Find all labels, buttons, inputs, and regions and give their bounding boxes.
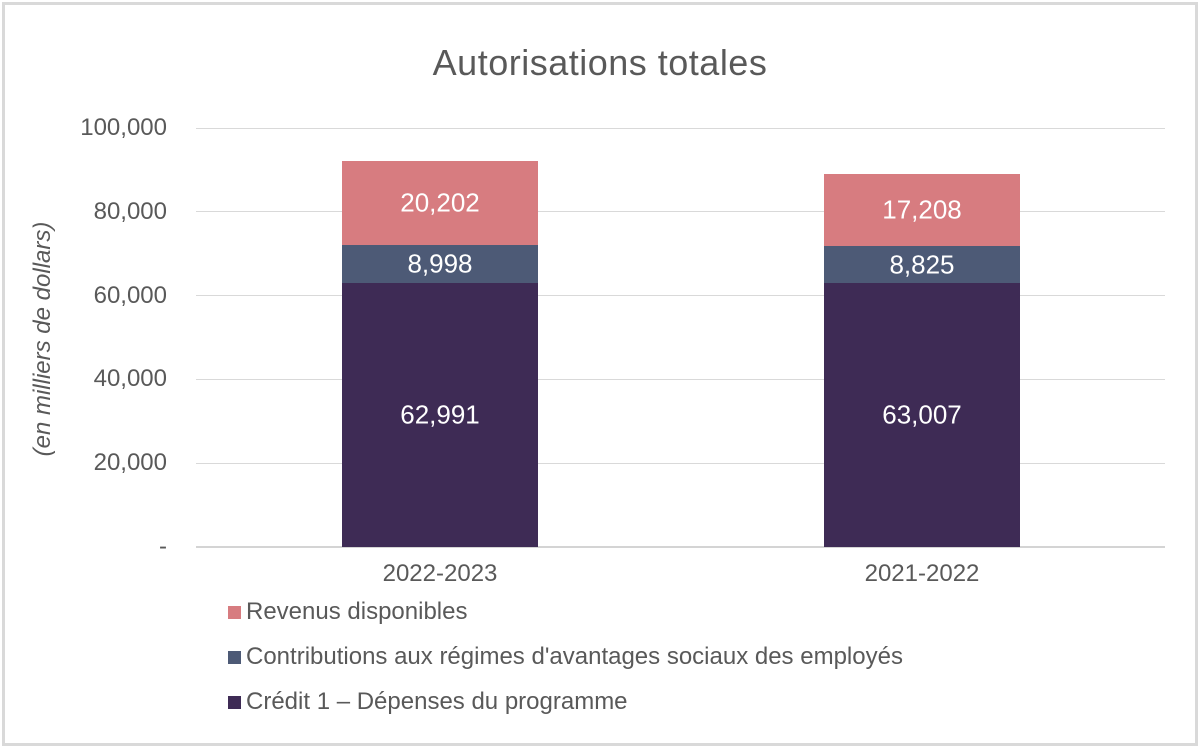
legend-label: Revenus disponibles <box>246 598 468 625</box>
y-tick-label: 60,000 <box>93 281 167 309</box>
y-tick-label: 100,000 <box>80 114 167 141</box>
legend-swatch-icon <box>228 605 241 619</box>
bar-data-label: 8,825 <box>889 249 955 279</box>
legend-swatch-icon <box>228 695 241 709</box>
legend-item: Crédit 1 – Dépenses du programme <box>228 688 628 716</box>
bar-segment: 20,202 <box>342 160 538 246</box>
bar-data-label: 20,202 <box>400 187 480 218</box>
bar-segment: 8,825 <box>824 246 1020 283</box>
bar-segment: 62,991 <box>342 283 538 547</box>
gridline <box>196 127 1165 129</box>
legend-swatch-icon <box>228 650 241 664</box>
bar-segment: 17,208 <box>824 173 1020 247</box>
bar-data-label: 62,991 <box>400 399 480 430</box>
chart-title: Autorisations totales <box>432 42 768 83</box>
legend-item: Contributions aux régimes d'avantages so… <box>228 643 903 671</box>
bar-data-label: 8,998 <box>407 248 473 279</box>
bar-data-label: 17,208 <box>882 194 962 225</box>
y-tick-label: 20,000 <box>93 449 167 477</box>
bar-segment: 63,007 <box>824 283 1020 547</box>
x-category-label: 2021-2022 <box>864 560 980 587</box>
gridline <box>196 378 1165 380</box>
x-axis-line <box>196 546 1165 548</box>
legend-label: Crédit 1 – Dépenses du programme <box>246 688 628 715</box>
gridline <box>196 295 1165 297</box>
gridline <box>196 211 1165 213</box>
y-tick-label: 80,000 <box>93 197 167 225</box>
gridline <box>196 462 1165 464</box>
y-tick-label: 40,000 <box>93 365 167 393</box>
legend-item: Revenus disponibles <box>228 598 467 626</box>
x-category-label: 2022-2023 <box>382 560 498 587</box>
bar-data-label: 63,007 <box>882 399 962 430</box>
y-tick-label: - <box>159 533 167 560</box>
bar-segment: 8,998 <box>342 245 538 284</box>
legend-label: Contributions aux régimes d'avantages so… <box>246 643 903 670</box>
